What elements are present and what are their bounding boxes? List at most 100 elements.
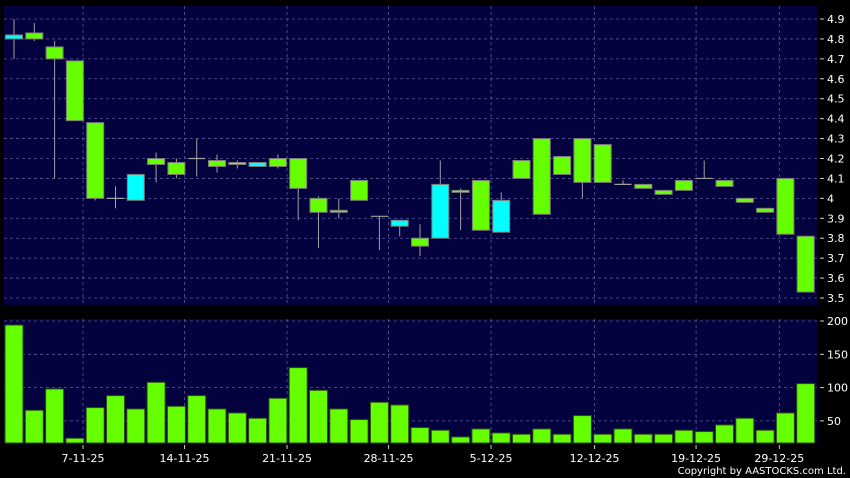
candle-body [45,46,64,60]
candle-body [573,138,592,183]
price-tick-label: 4.1 [827,172,845,185]
volume-bar [410,427,430,444]
volume-bar [390,404,410,444]
volume-bar [248,417,268,444]
date-tick-label: 7-11-25 [62,452,105,465]
volume-bar [552,433,572,444]
volume-bar [613,428,633,444]
price-tick-label: 4.3 [827,133,845,146]
candle-body [86,122,105,199]
volume-bar [471,428,491,444]
price-tick-label: 4.4 [827,113,845,126]
date-tick-label: 29-12-25 [754,452,804,465]
candle-body [654,189,673,195]
candle-body [228,161,247,165]
candle-body [268,158,287,167]
candle-body [350,179,369,201]
candle-body [634,183,653,189]
candle-body [512,159,531,179]
price-tick-label: 4.9 [827,13,845,26]
volume-bar [24,409,44,444]
volume-bar [288,367,308,444]
volume-bar [654,433,674,444]
candle-body [756,207,775,213]
volume-bar [451,436,471,444]
volume-tick-label: 200 [827,315,848,328]
volume-bar [633,433,653,444]
volume-bar [268,397,288,444]
volume-bar [715,424,734,444]
volume-bar [735,417,755,444]
candle-body [309,197,328,213]
volume-bar [126,408,146,444]
volume-bar [369,401,389,444]
volume-bar [85,407,105,444]
volume-bar [674,429,694,444]
candle-body [715,179,734,187]
date-tick-label: 14-11-25 [160,452,210,465]
volume-bar [106,395,125,444]
volume-bar [430,429,450,444]
candle-body [329,209,348,213]
candle-body [248,161,267,167]
candle-body [147,158,166,165]
price-tick-label: 4 [827,192,834,205]
price-tick-label: 3.9 [827,212,845,225]
date-tick-label: 5-12-25 [470,452,513,465]
candle-body [735,197,754,203]
date-tick-label: 19-12-25 [671,452,721,465]
volume-bar [207,408,227,444]
volume-bar [512,433,531,444]
candle-body [5,34,23,40]
volume-bar [796,383,816,444]
date-tick-label: 28-11-25 [364,452,414,465]
volume-bar [227,412,247,444]
volume-tick-label: 50 [827,415,841,428]
price-tick-label: 3.7 [827,252,845,265]
candle-body [390,219,409,227]
candle-body [492,199,511,233]
volume-bar [4,324,24,444]
candle-body [25,32,44,40]
candle-body [65,60,84,122]
date-tick-label: 21-11-25 [262,452,312,465]
date-tick-label: 12-12-25 [570,452,620,465]
volume-bar [775,412,795,444]
candle-body [167,161,186,175]
price-tick-label: 3.6 [827,272,845,285]
volume-bar [309,389,328,444]
volume-bar [166,405,186,444]
price-tick-label: 4.7 [827,53,845,66]
candle-body [553,156,572,175]
volume-tick-label: 100 [827,382,848,395]
volume-bar [329,408,349,444]
volume-bar [187,395,207,444]
candle-body [451,189,470,193]
price-tick-label: 3.8 [827,232,845,245]
price-tick-label: 4.8 [827,33,845,46]
candle-body [208,159,226,167]
volume-bar [349,419,369,444]
candle-body [126,173,145,201]
volume-bar [572,415,592,444]
volume-bar [45,388,65,444]
volume-bar [593,433,613,444]
volume-bar [491,432,511,444]
candle-body [674,179,693,191]
candle-body [289,158,308,189]
price-tick-label: 4.6 [827,73,845,86]
price-tick-label: 3.5 [827,292,845,305]
volume-bar [755,429,775,444]
candle-body [411,237,429,247]
candle-body [593,144,612,183]
candle-body [776,177,795,235]
volume-bar [532,428,552,444]
candle-body [471,179,490,231]
price-plot-area [4,6,818,305]
price-tick-label: 4.5 [827,93,845,106]
candle-body [796,235,815,293]
volume-tick-label: 150 [827,348,848,361]
price-tick-label: 4.2 [827,153,845,166]
volume-bar [65,437,85,444]
